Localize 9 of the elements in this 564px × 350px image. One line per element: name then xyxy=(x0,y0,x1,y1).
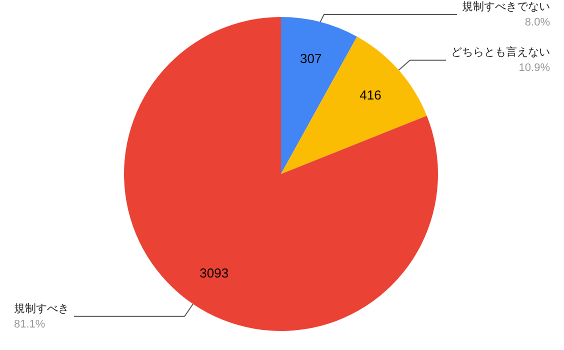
slice-label: どちらとも言えない xyxy=(451,46,550,59)
data-label: 3093 xyxy=(200,265,229,280)
text: 10.9% xyxy=(518,62,550,74)
slice-label: 規制すべきでない xyxy=(462,0,550,13)
data-label: 416 xyxy=(360,88,382,103)
data-label: 307 xyxy=(300,50,322,66)
text: 81.1% xyxy=(14,318,46,330)
slice-label: 規制すべき xyxy=(14,302,69,315)
text: 8.0% xyxy=(524,16,550,28)
